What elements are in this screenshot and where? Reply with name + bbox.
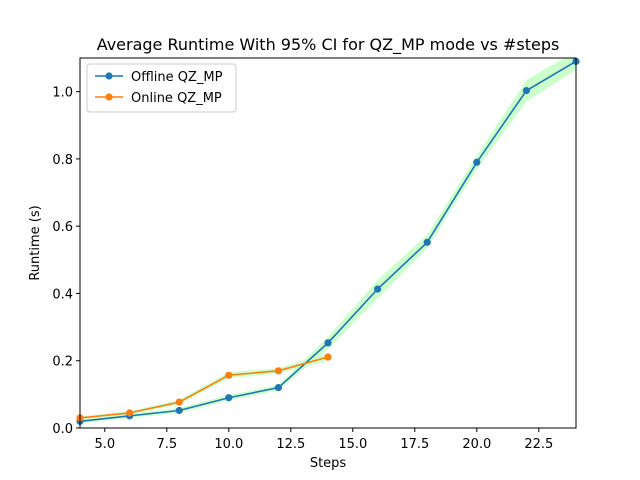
y-tick-label: 0.2: [52, 355, 73, 370]
x-tick-label: 22.5: [524, 437, 553, 452]
x-tick-label: 17.5: [400, 437, 429, 452]
series-lines: [80, 60, 576, 423]
data-point: [324, 339, 332, 347]
x-tick-label: 7.5: [156, 437, 177, 452]
ci-band-series-1: [80, 353, 328, 420]
chart-title: Average Runtime With 95% CI for QZ_MP mo…: [97, 35, 560, 55]
data-point: [274, 384, 282, 392]
data-point: [374, 285, 382, 293]
data-point: [423, 238, 431, 246]
data-point: [225, 371, 233, 379]
plot-frame: [79, 57, 577, 429]
x-axis-label: Steps: [310, 456, 347, 471]
y-tick-label: 0.4: [52, 287, 73, 302]
legend-label: Offline QZ_MP: [131, 70, 223, 85]
x-tick-label: 20.0: [462, 437, 491, 452]
data-point: [522, 87, 531, 95]
ci-band-series-0: [80, 58, 576, 423]
data-point: [175, 398, 183, 406]
x-tick-label: 12.5: [276, 437, 305, 452]
x-tick-label: 15.0: [338, 437, 367, 452]
y-tick-label: 0.6: [52, 220, 73, 235]
y-axis-ticks: 0.0 0.2 0.4 0.6 0.8 1.0: [52, 86, 80, 437]
data-point: [274, 367, 282, 375]
data-point: [175, 406, 183, 415]
data-point: [126, 409, 134, 417]
confidence-bands: [80, 58, 576, 423]
legend: Offline QZ_MP Online QZ_MP: [86, 63, 237, 113]
x-tick-label: 5.0: [94, 437, 115, 452]
x-axis-ticks: 5.0 7.5 10.0 12.5 15.0 17.5 20.0 22.5: [94, 428, 553, 452]
legend-label: Online QZ_MP: [131, 91, 222, 106]
y-axis-label: Runtime (s): [28, 205, 43, 280]
legend-marker: [105, 93, 113, 101]
y-tick-label: 0.0: [52, 422, 73, 437]
data-point: [225, 394, 233, 402]
y-tick-label: 1.0: [52, 86, 73, 101]
legend-marker: [105, 72, 113, 80]
legend-box: [86, 63, 237, 113]
series-line-1: [80, 356, 329, 419]
series-line-0: [80, 60, 576, 423]
data-point: [473, 158, 481, 166]
series-markers: [76, 57, 580, 425]
y-tick-label: 0.8: [52, 153, 73, 168]
data-point: [324, 353, 332, 361]
x-tick-label: 10.0: [214, 437, 243, 452]
